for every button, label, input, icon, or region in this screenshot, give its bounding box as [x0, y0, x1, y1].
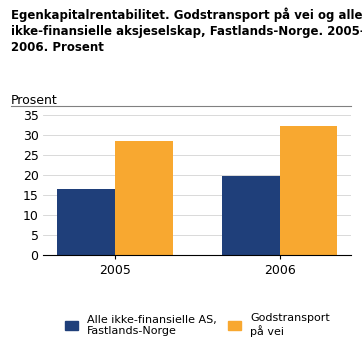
Bar [115, 141, 173, 255]
Bar [222, 176, 279, 255]
Legend: Alle ikke-finansielle AS,
Fastlands-Norge, Godstransport
på vei: Alle ikke-finansielle AS, Fastlands-Norg… [65, 313, 330, 337]
Bar [279, 126, 337, 255]
Bar [58, 190, 115, 255]
Text: Egenkapitalrentabilitet. Godstransport på vei og alle
ikke-finansielle aksjesels: Egenkapitalrentabilitet. Godstransport p… [11, 7, 362, 53]
Text: Prosent: Prosent [11, 94, 58, 107]
